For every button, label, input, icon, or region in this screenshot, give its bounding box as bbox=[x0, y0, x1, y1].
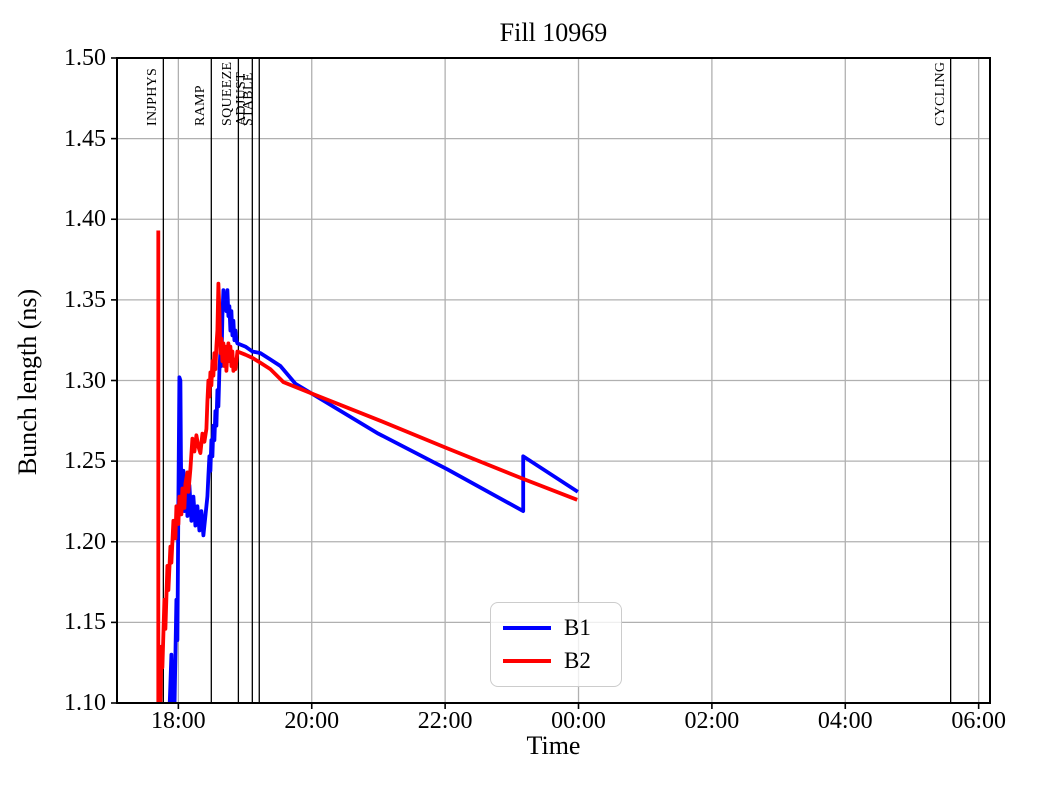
y-tick-label-1.40: 1.40 bbox=[64, 206, 106, 233]
y-tick-label-1.25: 1.25 bbox=[64, 448, 106, 475]
x-tick-label-04:00: 04:00 bbox=[817, 708, 873, 734]
y-tick-label-1.10: 1.10 bbox=[64, 690, 106, 716]
legend-item-b2: B2 bbox=[503, 649, 621, 673]
x-axis-label: Time bbox=[526, 731, 581, 760]
beam-mode-label-ramp: RAMP bbox=[193, 85, 209, 126]
series-line-b1 bbox=[167, 288, 579, 703]
legend-item-b1: B1 bbox=[503, 614, 621, 640]
x-tick-label-00:00: 00:00 bbox=[551, 708, 606, 734]
chart-title: Fill 10969 bbox=[499, 18, 608, 47]
x-tick-label-20:00: 20:00 bbox=[284, 708, 340, 734]
x-tick-label-06:00: 06:00 bbox=[951, 708, 1006, 734]
y-tick-label-1.50: 1.50 bbox=[64, 45, 106, 71]
beam-mode-label-stable: STABLE bbox=[241, 72, 257, 126]
x-tick-label-18:00: 18:00 bbox=[151, 708, 206, 734]
y-tick-label-1.15: 1.15 bbox=[64, 609, 106, 636]
y-tick-label-1.20: 1.20 bbox=[64, 528, 106, 555]
y-tick-label-1.30: 1.30 bbox=[64, 367, 106, 394]
beam-mode-label-cycling: CYCLING bbox=[932, 61, 948, 126]
legend: B1 B2 bbox=[490, 602, 622, 687]
legend-label-b2: B2 bbox=[564, 648, 591, 674]
y-tick-label-1.35: 1.35 bbox=[64, 286, 106, 313]
legend-line-b2 bbox=[503, 659, 551, 664]
beam-mode-label-injphys: INJPHYS bbox=[145, 67, 161, 126]
series-line-b2 bbox=[156, 230, 578, 703]
legend-line-b1 bbox=[503, 625, 551, 630]
y-tick-label-1.45: 1.45 bbox=[64, 125, 106, 152]
x-tick-label-02:00: 02:00 bbox=[684, 708, 740, 734]
x-tick-label-22:00: 22:00 bbox=[417, 708, 473, 734]
legend-label-b1: B1 bbox=[564, 614, 591, 640]
